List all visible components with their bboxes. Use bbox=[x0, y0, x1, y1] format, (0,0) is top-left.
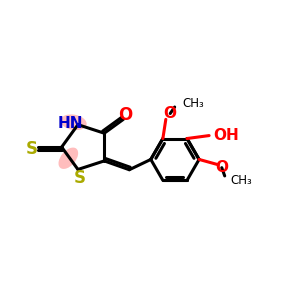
Text: O: O bbox=[215, 160, 228, 175]
Ellipse shape bbox=[58, 148, 78, 169]
Text: CH₃: CH₃ bbox=[182, 97, 204, 110]
Text: S: S bbox=[74, 169, 86, 187]
Text: O: O bbox=[164, 106, 177, 121]
Text: HN: HN bbox=[58, 116, 83, 131]
Text: OH: OH bbox=[214, 128, 239, 143]
Ellipse shape bbox=[60, 114, 87, 130]
Text: CH₃: CH₃ bbox=[231, 174, 252, 187]
Text: O: O bbox=[118, 106, 132, 124]
Text: S: S bbox=[26, 140, 38, 158]
